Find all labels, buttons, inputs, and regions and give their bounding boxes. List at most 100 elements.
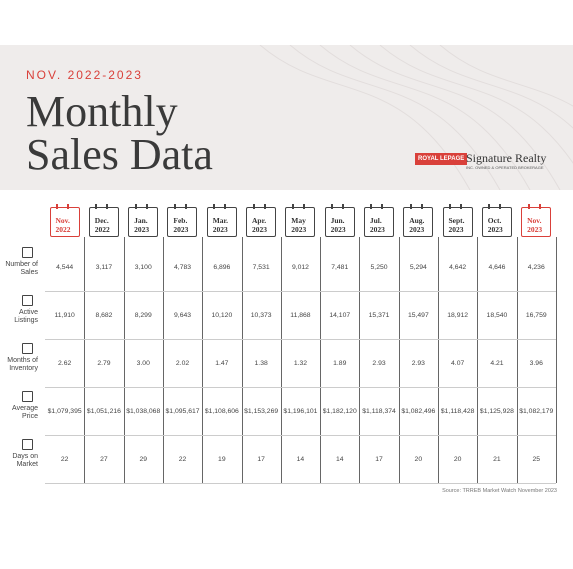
cell: 1.47 [215,359,229,367]
year: 2023 [330,225,346,234]
year: 2022 [94,225,110,234]
cell: 4,544 [56,263,74,271]
cell: 1.32 [293,359,308,367]
month: Jun. [330,216,345,225]
cell: $1,196,101 [283,407,318,415]
ring [224,204,227,209]
cell: 11,868 [290,311,311,319]
ring [302,204,305,209]
calendar-icon: Jul. 2023 [363,207,394,237]
row-icon [22,343,33,354]
calendar-icon: Dec. 2022 [88,207,119,237]
column-divider [280,237,282,483]
column-divider [438,237,439,483]
column-divider [477,237,479,483]
cell: 4,236 [527,263,545,271]
cell: 2.62 [58,359,72,367]
cell: 9,012 [291,263,309,271]
column-divider [555,237,557,483]
cell: 20 [453,455,462,463]
ring [527,204,530,209]
month: May [291,216,306,225]
year: 2023 [369,225,385,234]
ring [134,204,137,209]
cell: 10,120 [211,311,233,319]
month: Jul. [369,216,382,225]
cell: 7,531 [252,263,270,271]
ring [342,204,345,209]
brand-logo: ROYAL LEPAGE [415,153,468,165]
calendar-icon: Nov. 2023 [521,207,552,237]
cell: $1,082,496 [401,407,436,415]
wave-pattern [259,45,573,190]
row-icon [22,295,33,306]
cell: 21 [493,455,501,463]
cell: $1,051,216 [86,407,121,415]
ring [95,204,98,209]
column-divider [202,237,204,483]
month: Nov. [55,216,70,225]
column-divider [398,237,400,483]
cell: $1,118,428 [440,407,475,415]
cell: $1,118,374 [362,407,396,415]
cell: 18,912 [447,311,469,319]
cell: 19 [218,455,226,463]
month: Feb. [173,216,188,225]
cell: $1,108,606 [204,407,239,415]
title: Sales Data [26,130,213,179]
cell: 22 [178,455,187,463]
ring [184,204,187,209]
calendar-icon: Apr. 2023 [246,207,276,237]
calendar-icon: Feb. 2023 [167,207,198,237]
ring [56,204,58,209]
year: 2023 [291,225,307,234]
ring [291,204,294,209]
cell: 4,642 [449,263,467,271]
cell: 17 [257,455,265,463]
cell: 3.00 [136,359,150,367]
month: Nov. [527,216,542,225]
ring [67,204,69,209]
year: 2023 [252,225,267,234]
month: Jan. [134,216,148,225]
ring [381,204,384,209]
header-band [0,45,573,190]
year: 2022 [55,225,71,234]
cell: $1,095,617 [165,407,200,415]
cell: 2.02 [175,359,190,367]
column-divider [359,237,361,483]
row-divider [45,483,556,484]
cell: 1.89 [333,359,347,367]
cell: 15,497 [407,311,429,319]
month: Sept. [448,216,465,225]
cell: $1,079,395 [47,407,82,415]
cell: 14,107 [329,311,351,319]
calendar-icon: Nov. 2022 [49,207,80,237]
ring [370,204,373,209]
cell: $1,153,269 [244,407,279,415]
calendar-icon: Jan. 2023 [128,207,159,237]
year: 2023 [448,225,464,234]
cell: 5,250 [370,263,388,271]
cell: 27 [100,455,108,463]
calendar-icon: May 2023 [285,207,316,237]
cell: 3.96 [529,359,543,367]
year: 2023 [134,225,150,234]
month: Oct. [487,216,502,225]
cell: 3,117 [95,263,113,271]
calendar-icon: Sept. 2023 [442,207,473,237]
calendar-icon: Jun. 2023 [324,207,355,237]
row-divider [45,339,556,340]
brand-name: Signature Realty [466,151,547,165]
ring [538,204,541,209]
cell: 7,481 [331,263,349,271]
row-label: Number of Sales [5,261,38,276]
ring [263,204,266,209]
row-icon [22,391,33,402]
cell: 29 [139,455,148,463]
year: 2023 [409,225,425,234]
ring [499,204,502,209]
month: Dec. [94,216,109,225]
ring [331,204,334,209]
cell: 22 [60,455,69,463]
